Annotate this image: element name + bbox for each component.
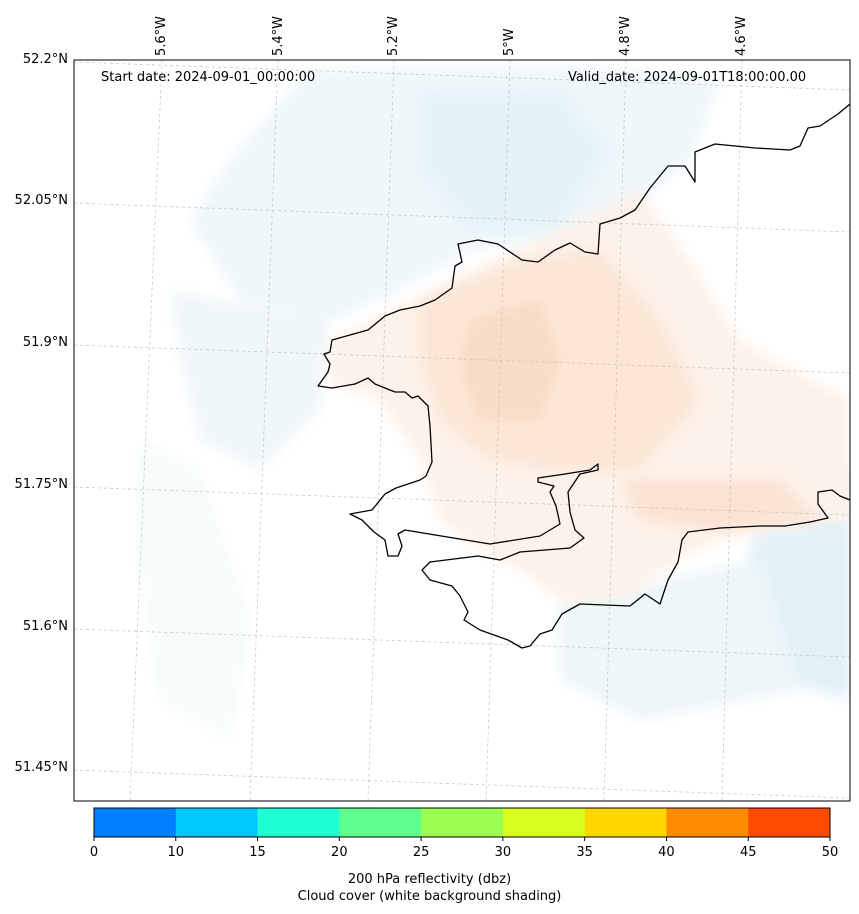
colorbar-cell bbox=[175, 808, 259, 837]
colorbar-subtitle: Cloud cover (white background shading) bbox=[297, 889, 562, 904]
lat-label-51-9n: 51.9°N bbox=[22, 335, 68, 350]
cloud-shade-west bbox=[170, 290, 330, 470]
colorbar-cell bbox=[339, 808, 422, 837]
lat-label-52-05n: 52.05°N bbox=[14, 193, 68, 208]
map-frame bbox=[73, 59, 851, 802]
colorbar-tick-label: 0 bbox=[89, 845, 99, 860]
colorbar-tick-label: 20 bbox=[331, 845, 348, 860]
colorbar-cell bbox=[502, 808, 586, 837]
lat-label-51-6n: 51.6°N bbox=[22, 619, 68, 634]
colorbar-tick-label: 35 bbox=[576, 845, 593, 860]
coastline bbox=[317, 103, 850, 649]
lat-label-51-75n: 51.75°N bbox=[14, 477, 68, 492]
lat-label-51-45n: 51.45°N bbox=[14, 760, 68, 775]
colorbar-tick-label: 40 bbox=[658, 845, 675, 860]
cloud-shade-north-core bbox=[420, 90, 610, 230]
map-layers bbox=[74, 60, 850, 801]
warm-shade-east bbox=[620, 480, 820, 530]
start-date-label: Start date: 2024-09-01_00:00:00 bbox=[101, 70, 316, 85]
colorbar-tick-label: 10 bbox=[167, 845, 185, 860]
colorbar-tick-label: 30 bbox=[494, 845, 512, 860]
colorbar-cell bbox=[257, 808, 340, 837]
coastline-path bbox=[317, 103, 850, 649]
colorbar-cells bbox=[94, 808, 831, 837]
warm-shading bbox=[330, 190, 850, 600]
colorbar-tick-label: 50 bbox=[821, 845, 839, 860]
cloud-shading bbox=[140, 65, 850, 740]
colorbar-cell bbox=[748, 808, 831, 837]
valid-date-label: Valid_date: 2024-09-01T18:00:00.00 bbox=[568, 70, 807, 85]
colorbar-tick-label: 25 bbox=[412, 845, 430, 860]
warm-shade-core bbox=[460, 300, 560, 420]
colorbar-cell bbox=[666, 808, 749, 837]
meridian-5-6w bbox=[129, 60, 163, 801]
cloud-shade-southwest bbox=[140, 440, 250, 740]
colorbar-title: 200 hPa reflectivity (dbz) bbox=[347, 872, 512, 887]
colorbar-cell bbox=[421, 808, 504, 837]
colorbar-cell bbox=[584, 808, 667, 837]
lat-label-52-2n: 52.2°N bbox=[22, 52, 68, 67]
colorbar-frame bbox=[93, 807, 831, 838]
graticule bbox=[74, 60, 850, 801]
colorbar-cell bbox=[94, 808, 177, 837]
colorbar bbox=[93, 807, 831, 841]
colorbar-tick-marks bbox=[93, 837, 831, 841]
colorbar-tick-label: 45 bbox=[739, 845, 757, 860]
colorbar-tick-label: 15 bbox=[249, 845, 266, 860]
